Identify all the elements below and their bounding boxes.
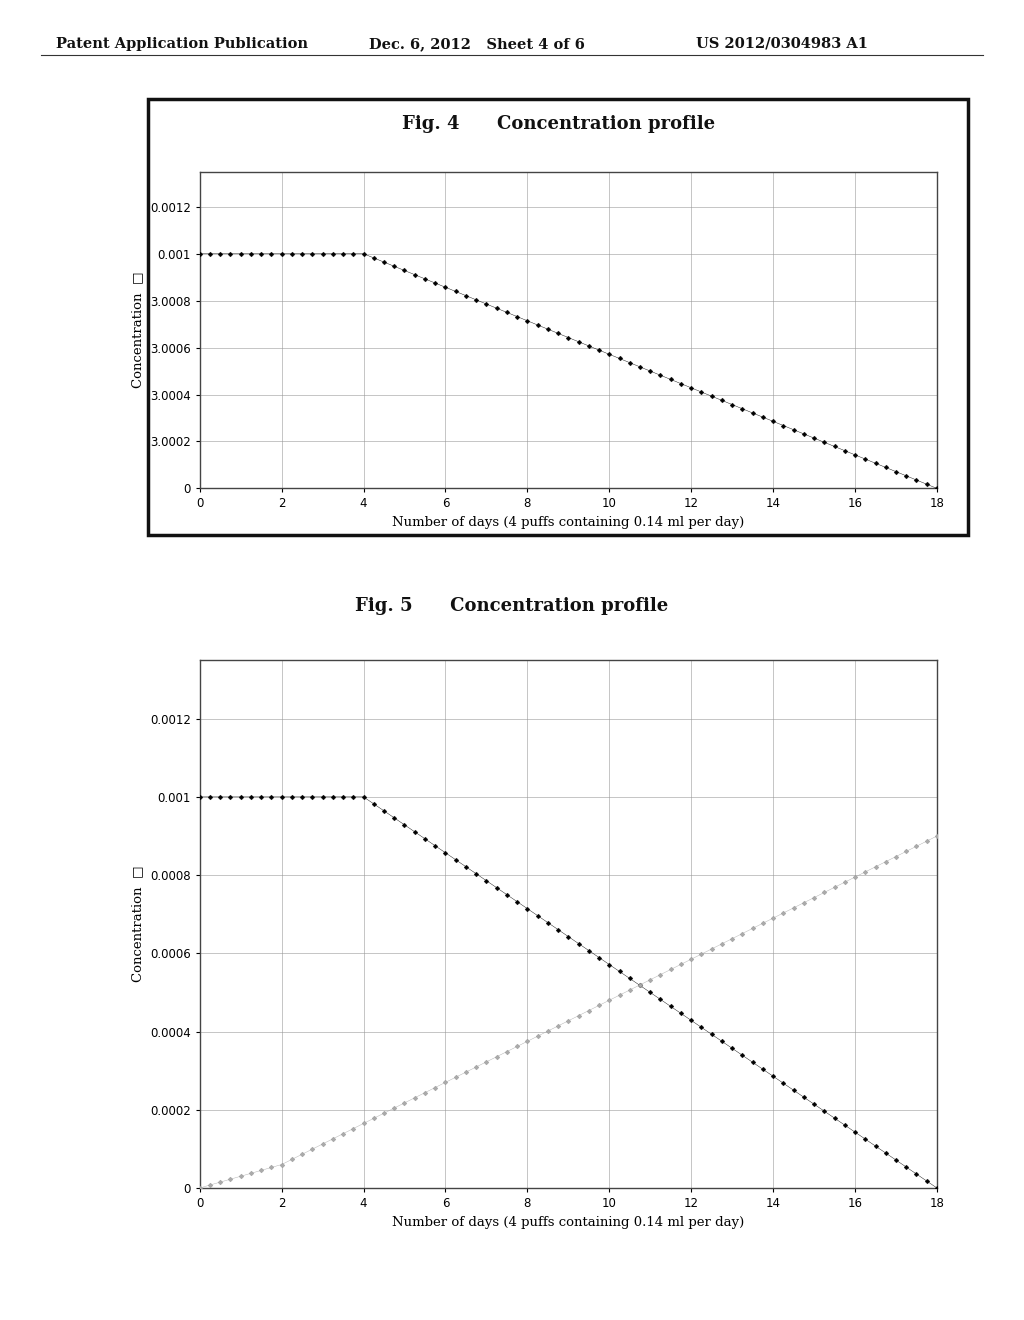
Text: Patent Application Publication: Patent Application Publication [56,37,308,51]
Y-axis label: Concentration  □: Concentration □ [131,866,144,982]
X-axis label: Number of days (4 puffs containing 0.14 ml per day): Number of days (4 puffs containing 0.14 … [392,516,744,529]
Text: Fig. 5      Concentration profile: Fig. 5 Concentration profile [355,597,669,615]
Text: Fig. 4      Concentration profile: Fig. 4 Concentration profile [401,115,715,133]
X-axis label: Number of days (4 puffs containing 0.14 ml per day): Number of days (4 puffs containing 0.14 … [392,1216,744,1229]
Y-axis label: Concentration  □: Concentration □ [131,272,144,388]
Text: Dec. 6, 2012   Sheet 4 of 6: Dec. 6, 2012 Sheet 4 of 6 [369,37,585,51]
Text: US 2012/0304983 A1: US 2012/0304983 A1 [696,37,868,51]
